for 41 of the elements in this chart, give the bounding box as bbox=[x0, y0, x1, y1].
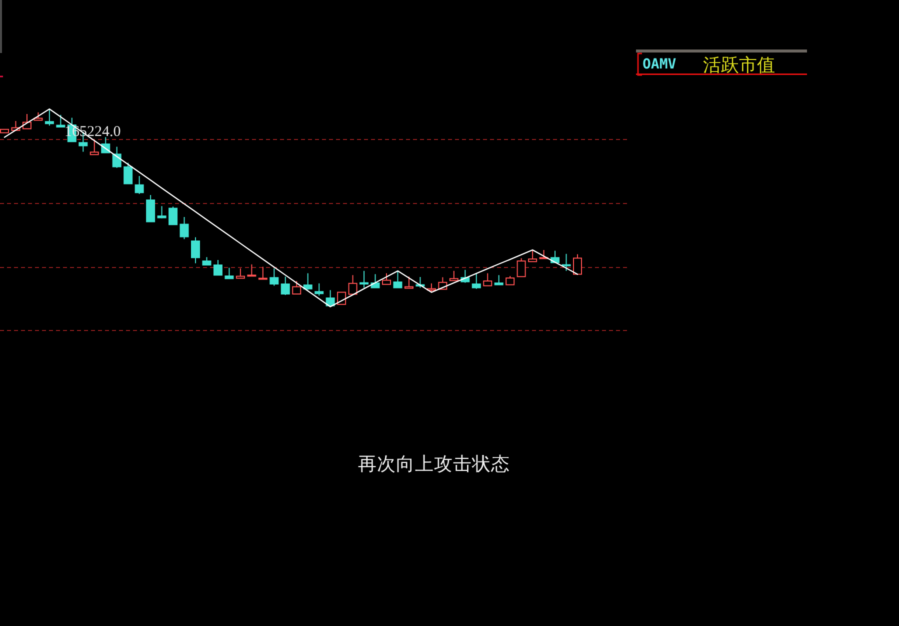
candlestick bbox=[292, 280, 302, 295]
candlestick bbox=[44, 108, 54, 126]
candlestick bbox=[270, 268, 279, 286]
candlestick bbox=[180, 216, 189, 240]
candlestick bbox=[562, 253, 571, 272]
candlestick bbox=[56, 114, 66, 128]
candlestick bbox=[280, 276, 290, 296]
candlestick bbox=[202, 256, 212, 266]
candlestick bbox=[573, 254, 582, 275]
candlestick bbox=[449, 270, 458, 282]
candlestick bbox=[247, 264, 256, 277]
candlestick bbox=[303, 272, 312, 290]
candlestick bbox=[168, 206, 178, 226]
candlestick bbox=[337, 292, 346, 306]
candlestick bbox=[236, 268, 245, 279]
candlestick bbox=[314, 282, 324, 296]
candlestick bbox=[393, 270, 402, 288]
candlestick bbox=[382, 272, 391, 285]
candlestick bbox=[146, 194, 156, 222]
text: OAMV bbox=[642, 56, 677, 72]
candlestick bbox=[0, 128, 9, 134]
candlestick bbox=[472, 272, 481, 290]
text: 再次向上攻击状态 bbox=[358, 454, 510, 475]
candlestick bbox=[348, 274, 358, 295]
candlestick bbox=[157, 206, 166, 219]
candlestick bbox=[191, 236, 200, 264]
candlestick bbox=[516, 258, 526, 278]
candlestick bbox=[224, 267, 234, 280]
candlestick bbox=[404, 276, 414, 289]
candlestick bbox=[124, 162, 133, 184]
text: 活跃市值 bbox=[703, 55, 775, 76]
candlestick bbox=[90, 140, 99, 156]
candlestick bbox=[134, 176, 144, 195]
candlestick bbox=[258, 266, 268, 280]
candlestick bbox=[360, 270, 369, 288]
candlestick bbox=[483, 272, 492, 286]
candlestick bbox=[460, 269, 470, 284]
candlestick bbox=[528, 249, 538, 262]
candlestick bbox=[213, 260, 222, 276]
candlestick bbox=[506, 276, 515, 286]
candlestick bbox=[494, 274, 504, 286]
